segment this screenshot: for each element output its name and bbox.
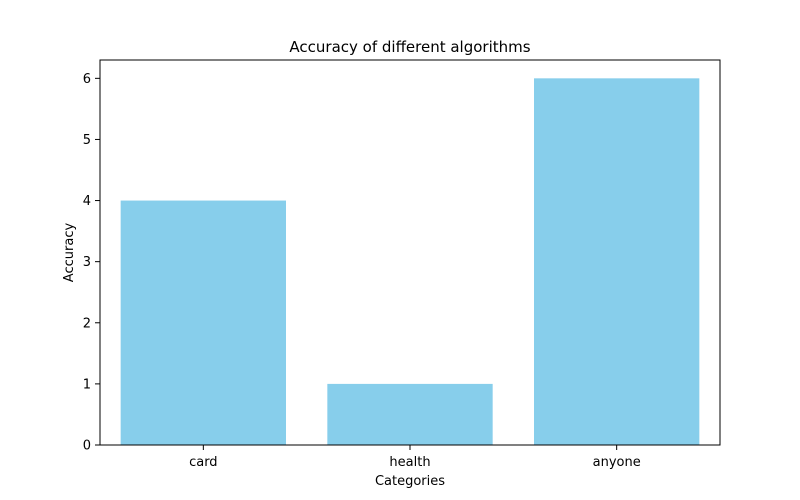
x-tick-label: anyone	[593, 455, 641, 470]
chart-title: Accuracy of different algorithms	[289, 38, 530, 56]
x-tick-label: card	[189, 455, 217, 470]
y-tick-label: 4	[83, 194, 91, 209]
bar-card	[120, 200, 287, 445]
y-tick-label: 5	[83, 133, 91, 148]
y-tick-label: 3	[83, 255, 91, 270]
bar-anyone	[534, 78, 700, 445]
x-axis-ticks: card health anyone	[189, 445, 641, 470]
bars-group	[120, 78, 700, 445]
y-axis-ticks: 0 1 2 3 4 5 6	[83, 72, 100, 454]
x-axis-label: Categories	[375, 474, 445, 489]
y-tick-label: 1	[83, 377, 91, 392]
y-axis-label: Accuracy	[62, 223, 77, 283]
bar-health	[327, 383, 493, 445]
y-tick-label: 2	[83, 316, 91, 331]
y-tick-label: 0	[83, 439, 91, 454]
y-tick-label: 6	[83, 72, 91, 87]
x-tick-label: health	[389, 455, 430, 470]
plot-frame	[99, 59, 721, 446]
